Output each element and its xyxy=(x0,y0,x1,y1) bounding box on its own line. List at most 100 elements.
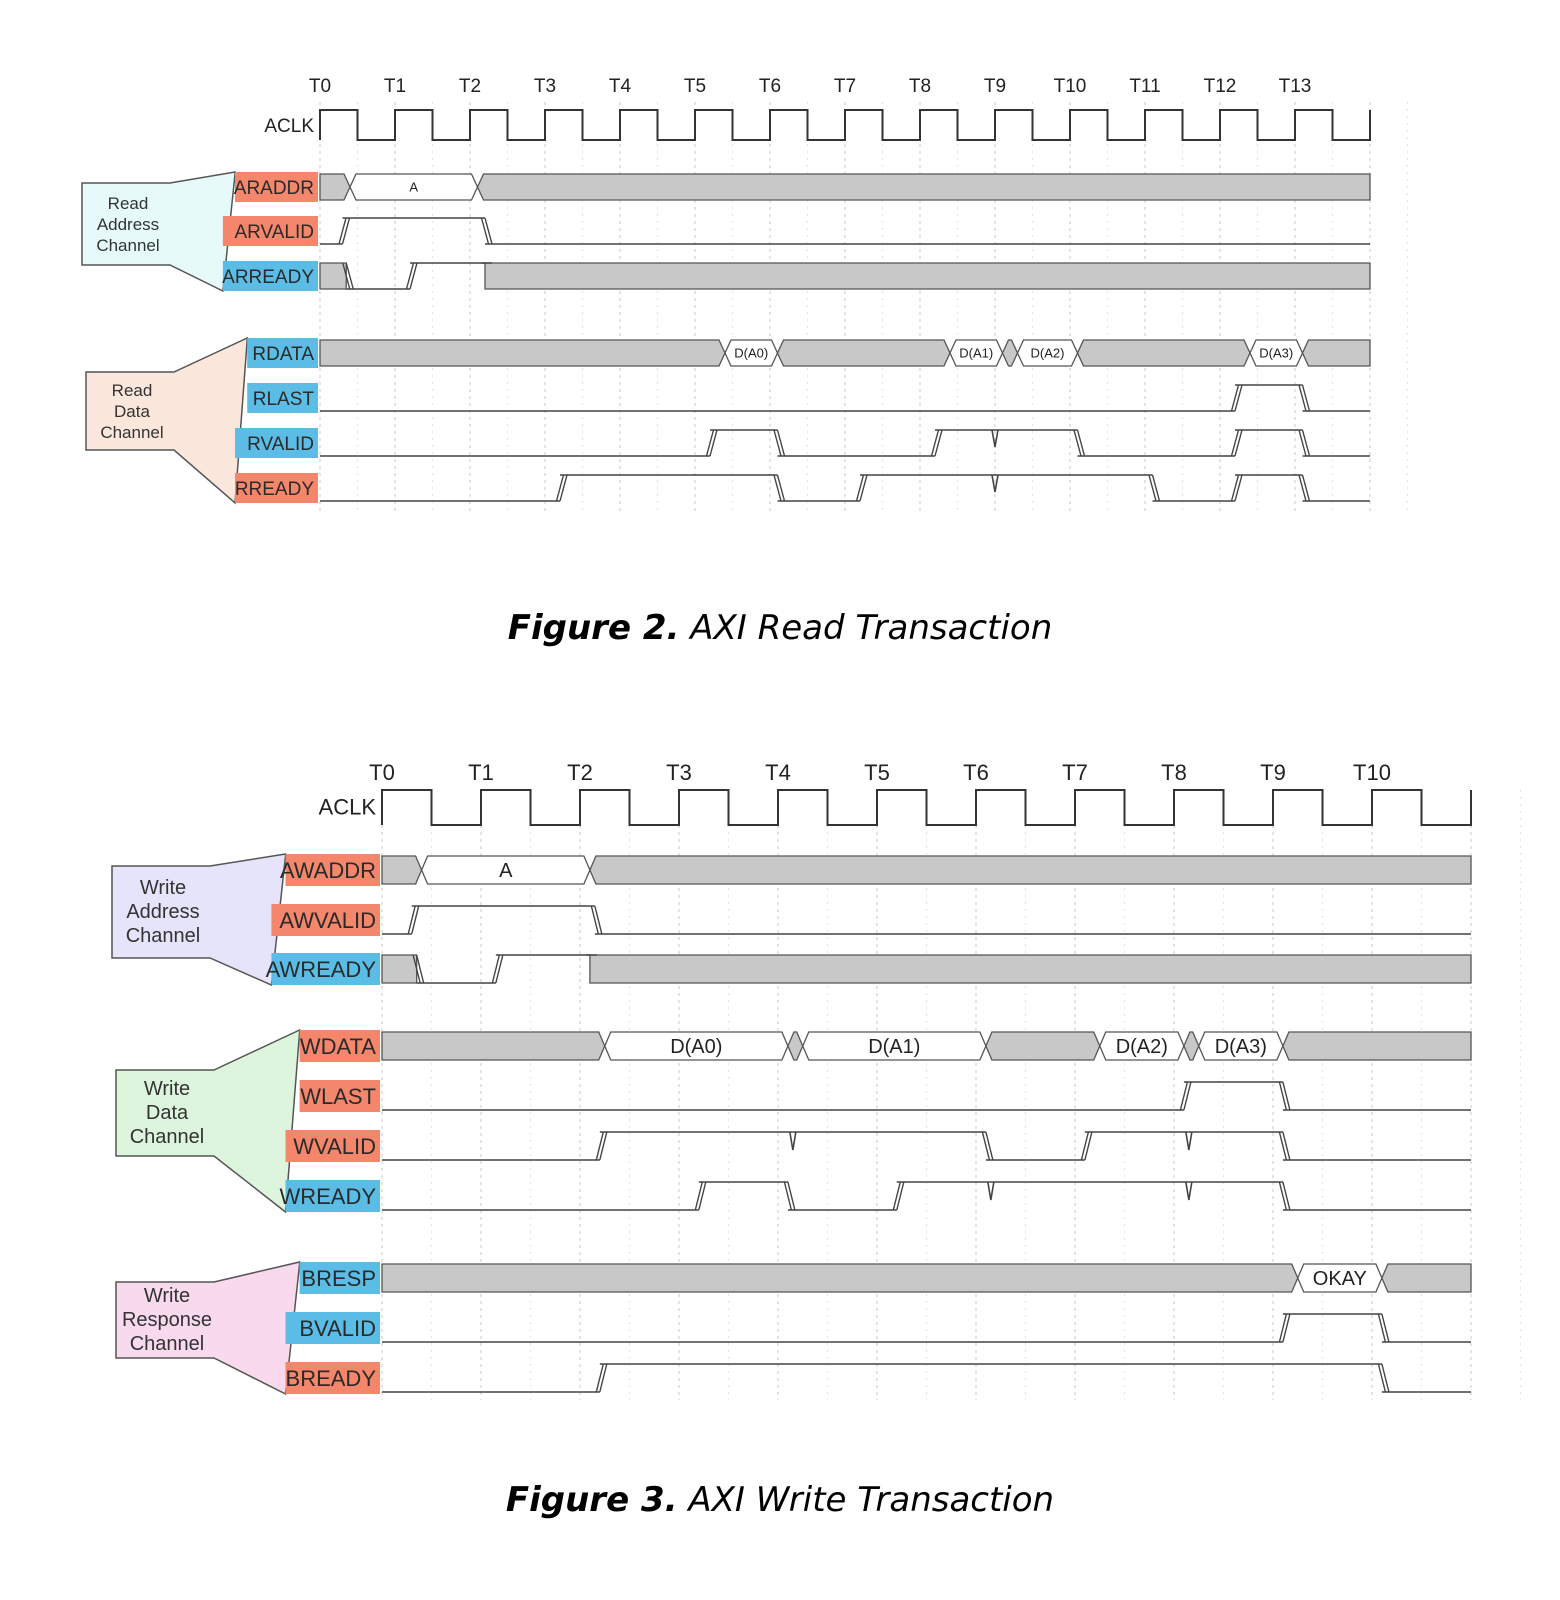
write-data-channel-label: Channel xyxy=(130,1126,205,1148)
rdata-bus-data xyxy=(1016,339,1079,367)
rready-label-bg xyxy=(235,473,318,503)
fig3-aclk-waveform xyxy=(381,789,1472,826)
rdata-label-bg xyxy=(247,338,318,368)
bresp-bus-idle xyxy=(381,1263,1299,1293)
bresp-bus-idle xyxy=(1381,1263,1472,1293)
awready-label-bg xyxy=(271,953,380,985)
rlast-label-bg xyxy=(247,383,318,413)
rvalid-label: RVALID xyxy=(247,434,314,455)
awaddr-bus-data xyxy=(420,855,591,885)
araddr-label-bg xyxy=(235,172,318,202)
rdata-bus-idle xyxy=(1001,339,1019,367)
wdata-bus-data xyxy=(1198,1031,1284,1061)
fig3-tick-label-t9: T9 xyxy=(1260,760,1286,785)
write-address-channel-label: Write xyxy=(140,877,186,899)
awvalid-edge xyxy=(407,905,420,935)
fig2-tick-label-t3: T3 xyxy=(534,76,556,97)
figure-2-title: AXI Read Transaction xyxy=(690,608,1053,648)
awaddr-label: AWADDR xyxy=(280,858,376,883)
write-data-channel-label: Write xyxy=(144,1078,190,1100)
fig3-tick-label-t2: T2 xyxy=(567,760,593,785)
rvalid-edge xyxy=(705,429,718,457)
read-data-channel-label: Channel xyxy=(100,423,163,442)
arready-edge xyxy=(342,262,354,290)
wdata-label-bg xyxy=(299,1030,380,1062)
awaddr-bus-idle xyxy=(589,855,1472,885)
wready-edge xyxy=(783,1181,796,1211)
read-address-channel-label: Address xyxy=(97,215,159,234)
wdata-bus-idle xyxy=(787,1031,804,1061)
write-data-channel-box xyxy=(115,1028,301,1214)
araddr-bus-data xyxy=(349,173,479,201)
rdata-bus-data xyxy=(724,339,779,367)
arready-undefined xyxy=(319,262,347,290)
bready-label-bg xyxy=(285,1362,380,1394)
fig3-tick-label-t8: T8 xyxy=(1161,760,1187,785)
rdata-data-label: D(A0) xyxy=(734,346,768,361)
wvalid-edge xyxy=(981,1131,994,1161)
figure-2-number: Figure 2. xyxy=(507,608,680,648)
fig3-tick-label-t1: T1 xyxy=(468,760,494,785)
rdata-bus-data xyxy=(1249,339,1304,367)
write-response-channel-label: Write xyxy=(144,1285,190,1307)
arready-label-bg xyxy=(222,261,318,291)
rdata-data-label: D(A3) xyxy=(1259,346,1293,361)
araddr-bus-idle xyxy=(476,173,1371,201)
wready-glitch xyxy=(1185,1181,1193,1201)
rready-edge xyxy=(773,474,786,502)
rready-edge xyxy=(1148,474,1161,502)
rdata-bus-idle xyxy=(319,339,726,367)
wdata-bus-idle xyxy=(381,1031,606,1061)
figure-3-caption: Figure 3. AXI Write Transaction xyxy=(0,1480,1560,1520)
wlast-label-bg xyxy=(299,1080,380,1112)
rready-edge xyxy=(1298,474,1311,502)
araddr-label: ARADDR xyxy=(234,178,314,199)
read-data-channel-label: Data xyxy=(114,402,150,421)
wdata-bus-idle xyxy=(1282,1031,1472,1061)
write-address-channel-box xyxy=(111,853,287,987)
axi-read-timing-diagram: T0 T1 T2 T3 T4 T5 T6 T7 T8 T9 T10 T11 T12 T13 ACLK Read… xyxy=(81,76,1408,515)
read-data-channel-label: Read xyxy=(112,381,153,400)
read-data-channel-box xyxy=(85,336,248,505)
wdata-label: WDATA xyxy=(300,1034,376,1059)
wdata-data-label: D(A1) xyxy=(868,1036,920,1058)
wvalid-glitch xyxy=(1185,1131,1193,1151)
rready-edge xyxy=(555,474,568,502)
awready-undefined xyxy=(381,954,418,984)
rready-edge xyxy=(1230,474,1243,502)
fig3-tick-label-t7: T7 xyxy=(1062,760,1088,785)
fig3-tick-label-t5: T5 xyxy=(864,760,890,785)
rlast-label: RLAST xyxy=(253,389,315,410)
fig2-tick-label-t12: T12 xyxy=(1204,76,1237,97)
write-address-channel-label: Channel xyxy=(126,925,201,947)
bready-edge xyxy=(595,1363,608,1393)
awready-edge xyxy=(491,954,504,984)
rdata-bus-idle xyxy=(1301,339,1371,367)
bready-label: BREADY xyxy=(286,1366,377,1391)
awaddr-bus-idle xyxy=(381,855,423,885)
arready-edge xyxy=(405,262,418,290)
fig2-tick-label-t13: T13 xyxy=(1279,76,1312,97)
wdata-data-label: D(A3) xyxy=(1215,1036,1267,1058)
figure-2-caption: Figure 2. AXI Read Transaction xyxy=(0,608,1560,648)
fig2-tick-label-t9: T9 xyxy=(984,76,1006,97)
wready-label: WREADY xyxy=(279,1184,376,1209)
wdata-bus-data xyxy=(604,1031,789,1061)
rready-label: RREADY xyxy=(235,479,315,500)
fig2-tick-label-t7: T7 xyxy=(834,76,856,97)
bvalid-edge xyxy=(1377,1313,1390,1343)
bresp-label-bg xyxy=(299,1262,380,1294)
fig3-clock-label: ACLK xyxy=(319,795,377,820)
rvalid-label-bg xyxy=(235,428,318,458)
fig3-tick-label-t0: T0 xyxy=(369,760,395,785)
rdata-bus-idle xyxy=(776,339,951,367)
fig3-tick-label-t3: T3 xyxy=(666,760,692,785)
read-address-channel-label: Read xyxy=(108,194,149,213)
wlast-edge xyxy=(1179,1081,1192,1111)
arvalid-edge xyxy=(338,217,351,245)
wlast-edge xyxy=(1278,1081,1291,1111)
wvalid-edge xyxy=(1278,1131,1291,1161)
fig3-tick-label-t4: T4 xyxy=(765,760,791,785)
wdata-bus-idle xyxy=(985,1031,1101,1061)
rvalid-edge xyxy=(1073,429,1086,457)
